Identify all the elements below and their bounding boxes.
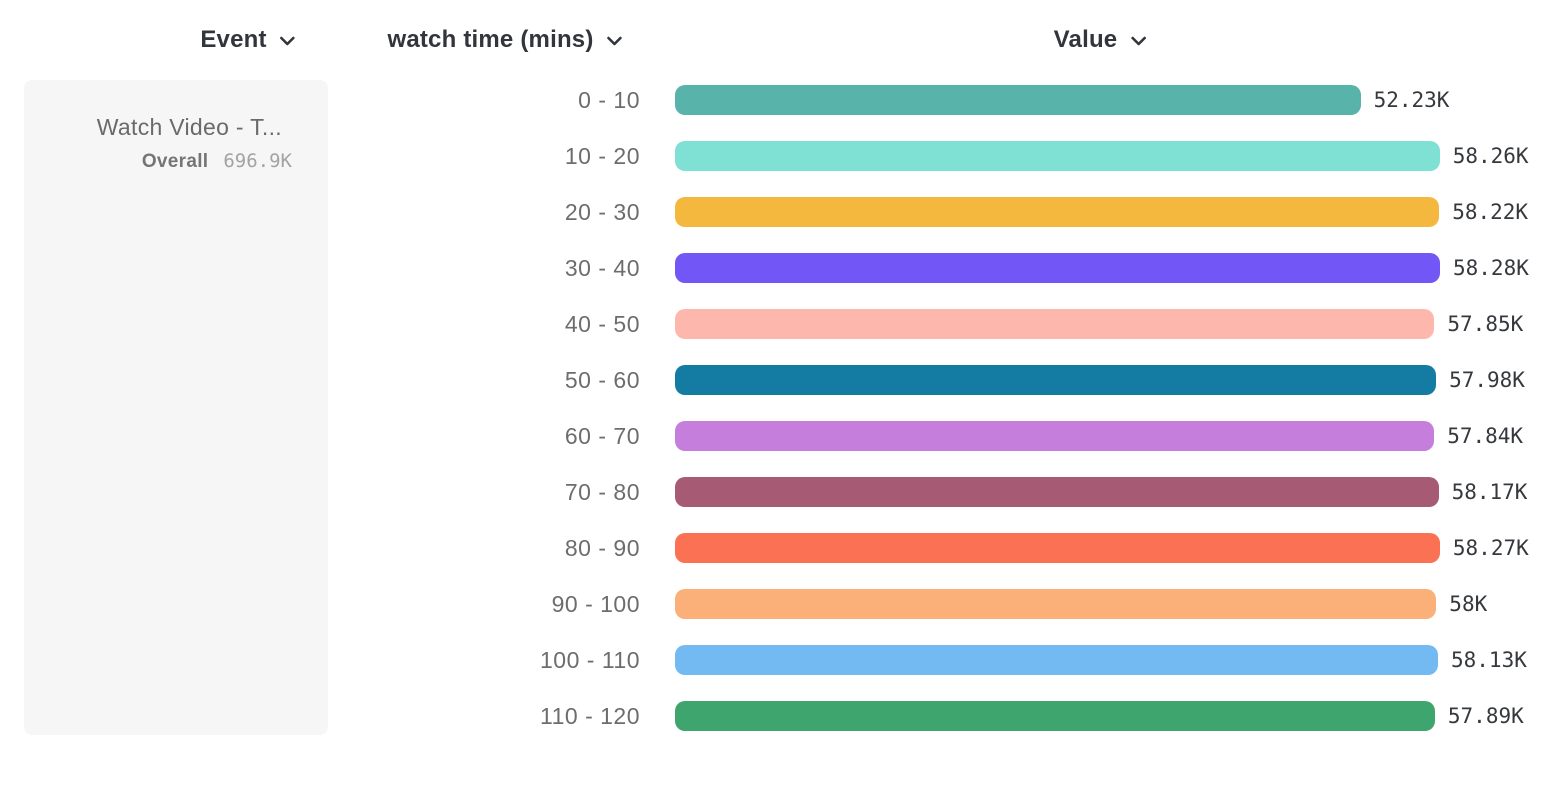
value-label: 57.98K: [1449, 368, 1525, 392]
bar[interactable]: [675, 85, 1361, 115]
category-label: 10 - 20: [564, 142, 640, 169]
value-label: 58.17K: [1451, 480, 1528, 504]
bar-row: 20 - 30 58.22K: [0, 184, 1568, 240]
value-label: 57.89K: [1447, 704, 1524, 728]
category-label: 70 - 80: [564, 478, 640, 505]
category-label: 90 - 100: [551, 590, 640, 617]
value-label: 58.28K: [1453, 256, 1529, 280]
bar[interactable]: [675, 589, 1437, 619]
chevron-down-icon: [1130, 36, 1146, 47]
value-label: 58.22K: [1452, 200, 1529, 224]
event-title: Watch Video - T...: [96, 114, 282, 140]
chevron-down-icon: [607, 36, 623, 47]
overall-value: 696.9K: [223, 150, 292, 172]
bar[interactable]: [675, 197, 1440, 227]
category-label: 50 - 60: [564, 366, 640, 393]
value-column-label: Value: [1053, 26, 1118, 53]
overall-label: Overall: [141, 151, 209, 172]
bar[interactable]: [675, 141, 1440, 171]
breakdown-column-dropdown[interactable]: watch time (mins): [387, 26, 622, 54]
category-label: 80 - 90: [564, 534, 640, 561]
value-label: 57.85K: [1447, 312, 1524, 336]
bar-row: 110 - 120 57.89K: [0, 688, 1568, 744]
bar[interactable]: [675, 253, 1440, 283]
bar-chart: 0 - 10 52.23K 10 - 20 58.26K 20 - 30 58.…: [0, 72, 1568, 744]
bar-row: 60 - 70 57.84K: [0, 408, 1568, 464]
bar[interactable]: [675, 645, 1438, 675]
bar[interactable]: [675, 365, 1437, 395]
category-label: 20 - 30: [564, 198, 640, 225]
event-column-dropdown[interactable]: Event: [200, 26, 295, 54]
bar[interactable]: [675, 477, 1439, 507]
event-column-label: Event: [200, 26, 267, 53]
bar[interactable]: [675, 421, 1435, 451]
bar-row: 40 - 50 57.85K: [0, 296, 1568, 352]
value-label: 58K: [1449, 592, 1488, 616]
value-label: 58.13K: [1451, 648, 1527, 672]
category-label: 110 - 120: [540, 702, 640, 729]
breakdown-column-label: watch time (mins): [387, 26, 594, 53]
value-label: 52.23K: [1373, 88, 1450, 112]
category-label: 30 - 40: [564, 254, 640, 281]
bar-row: 30 - 40 58.28K: [0, 240, 1568, 296]
value-label: 58.27K: [1452, 536, 1529, 560]
bar-row: 70 - 80 58.17K: [0, 464, 1568, 520]
bar-row: 100 - 110 58.13K: [0, 632, 1568, 688]
value-label: 58.26K: [1452, 144, 1529, 168]
event-card[interactable]: Watch Video - T... Overall 696.9K: [24, 80, 328, 735]
event-overall-line: Overall 696.9K: [44, 150, 292, 173]
bar-row: 0 - 10 52.23K: [0, 72, 1568, 128]
bar[interactable]: [675, 701, 1435, 731]
bar[interactable]: [675, 533, 1440, 563]
category-label: 0 - 10: [578, 86, 640, 113]
bar-row: 90 - 100 58K: [0, 576, 1568, 632]
value-label: 57.84K: [1447, 424, 1524, 448]
bar[interactable]: [675, 309, 1435, 339]
value-column-dropdown[interactable]: Value: [1054, 26, 1147, 54]
category-label: 60 - 70: [564, 422, 640, 449]
bar-row: 50 - 60 57.98K: [0, 352, 1568, 408]
category-label: 40 - 50: [564, 310, 640, 337]
chevron-down-icon: [280, 36, 296, 47]
category-label: 100 - 110: [540, 646, 640, 673]
bar-row: 10 - 20 58.26K: [0, 128, 1568, 184]
bar-row: 80 - 90 58.27K: [0, 520, 1568, 576]
